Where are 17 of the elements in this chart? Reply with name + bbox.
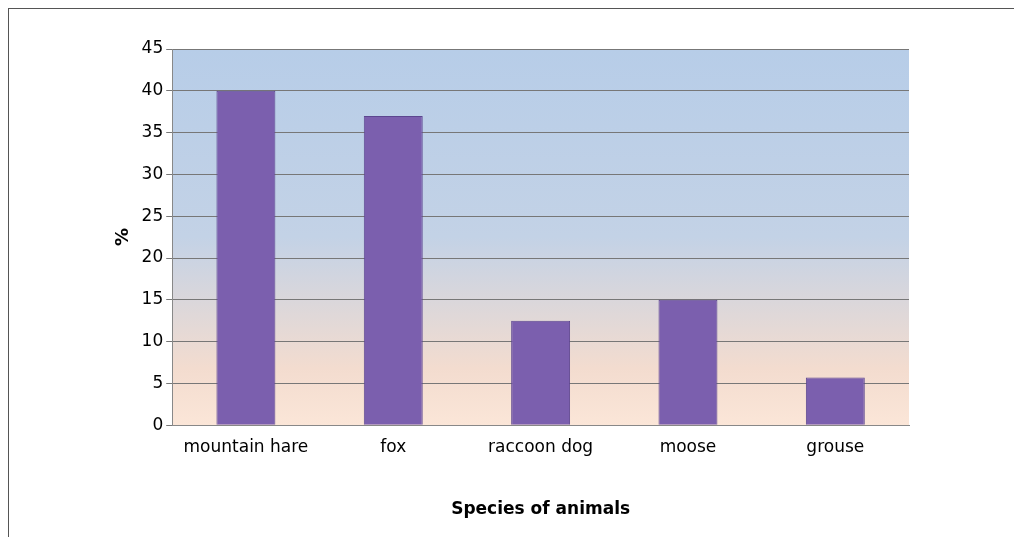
- y-tick-label: 35: [141, 121, 164, 142]
- x-tick-label: fox: [380, 435, 407, 456]
- x-axis-title: Species of animals: [451, 498, 631, 519]
- y-tick-label: 0: [152, 413, 164, 434]
- y-tick-label: 20: [141, 246, 164, 267]
- y-tick-label: 5: [152, 371, 164, 392]
- y-tick-label: 45: [141, 37, 164, 58]
- y-tick-label: 15: [141, 288, 164, 309]
- x-tick-label: grouse: [806, 435, 865, 456]
- y-tick-label: 40: [141, 79, 164, 100]
- y-tick-label: 25: [141, 204, 164, 225]
- x-tick-label: raccoon dog: [488, 435, 594, 456]
- y-tick-label: 30: [141, 162, 164, 183]
- x-tick-label: moose: [659, 435, 717, 456]
- x-tick-label: mountain hare: [183, 435, 309, 456]
- y-axis-title: %: [111, 228, 133, 247]
- y-tick-label: 10: [141, 330, 164, 351]
